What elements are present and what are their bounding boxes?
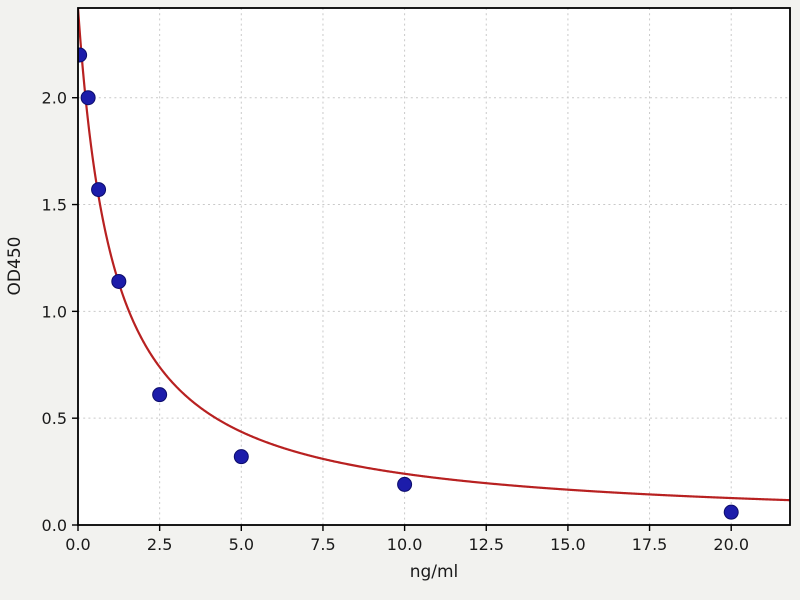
x-tick-label: 15.0 bbox=[550, 535, 586, 554]
plot-background bbox=[78, 8, 790, 525]
data-point bbox=[78, 47, 88, 63]
data-point bbox=[233, 449, 249, 465]
x-tick-label: 20.0 bbox=[713, 535, 749, 554]
x-tick-label: 12.5 bbox=[468, 535, 504, 554]
y-tick-label: 0.5 bbox=[42, 409, 67, 428]
x-tick-label: 2.5 bbox=[147, 535, 172, 554]
data-point bbox=[111, 273, 127, 289]
y-tick-label: 1.0 bbox=[42, 302, 67, 321]
data-point bbox=[397, 476, 413, 492]
data-point bbox=[80, 90, 96, 106]
data-point bbox=[91, 182, 107, 198]
fit-curve bbox=[78, 8, 790, 502]
plot-layer: 0.0 2.5 5.0 7.5 10.0 12.5 15.0 17.5 20.0 0.0 0.5 1.… bbox=[42, 7, 791, 554]
y-axis-label: OD450 bbox=[5, 237, 25, 296]
y-tick-label: 0.0 bbox=[42, 516, 67, 535]
x-tick-label: 0.0 bbox=[65, 535, 90, 554]
x-tick-label: 7.5 bbox=[310, 535, 335, 554]
data-point bbox=[152, 387, 168, 403]
x-axis-label: ng/ml bbox=[410, 562, 459, 582]
y-tick-label: 1.5 bbox=[42, 196, 67, 215]
axes-spines bbox=[77, 7, 791, 526]
x-tick-label: 10.0 bbox=[387, 535, 423, 554]
data-point bbox=[723, 504, 739, 520]
x-tick-label: 5.0 bbox=[229, 535, 254, 554]
y-tick-label: 2.0 bbox=[42, 89, 67, 108]
x-tick-label: 17.5 bbox=[632, 535, 668, 554]
